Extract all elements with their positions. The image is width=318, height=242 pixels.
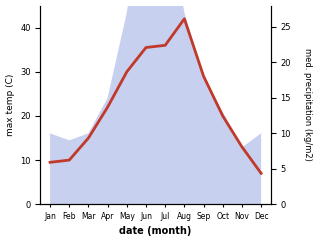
- Y-axis label: med. precipitation (kg/m2): med. precipitation (kg/m2): [303, 48, 313, 161]
- Y-axis label: max temp (C): max temp (C): [5, 74, 15, 136]
- X-axis label: date (month): date (month): [119, 227, 192, 236]
